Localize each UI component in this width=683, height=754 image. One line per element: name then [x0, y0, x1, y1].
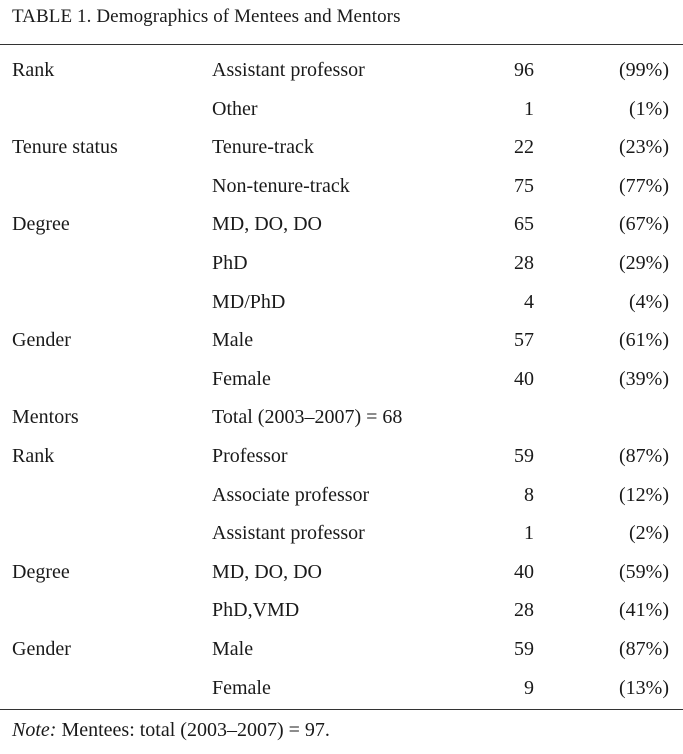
row-item: Total (2003–2007) = 68 — [212, 406, 403, 429]
table-row: PhD,VMD 28 (41%) — [0, 591, 683, 630]
row-percent: (13%) — [619, 676, 669, 699]
row-item: PhD,VMD — [212, 599, 300, 622]
row-category: Mentors — [12, 406, 79, 429]
table-row: Gender Male 57 (61%) — [0, 321, 683, 360]
row-count: 1 — [524, 522, 534, 545]
row-category: Gender — [12, 329, 71, 352]
table-row: Female 40 (39%) — [0, 360, 683, 399]
table-row: Rank Professor 59 (87%) — [0, 437, 683, 476]
row-item: Assistant professor — [212, 522, 365, 545]
row-percent: (39%) — [619, 367, 669, 390]
table-top-rule — [0, 44, 683, 45]
row-count: 22 — [514, 136, 534, 159]
row-item: MD/PhD — [212, 290, 286, 313]
table-row: Other 1 (1%) — [0, 90, 683, 129]
row-item: Associate professor — [212, 483, 370, 506]
table-row: Rank Assistant professor 96 (99%) — [0, 51, 683, 90]
row-count: 59 — [514, 444, 534, 467]
row-percent: (1%) — [629, 97, 669, 120]
row-count: 9 — [524, 676, 534, 699]
table-row: Gender Male 59 (87%) — [0, 630, 683, 669]
row-percent: (77%) — [619, 174, 669, 197]
row-percent: (29%) — [619, 251, 669, 274]
row-count: 59 — [514, 637, 534, 660]
row-item: Tenure-track — [212, 136, 314, 159]
row-count: 75 — [514, 174, 534, 197]
table-row: Mentors Total (2003–2007) = 68 — [0, 398, 683, 437]
row-item: Female — [212, 367, 271, 390]
row-percent: (87%) — [619, 637, 669, 660]
table-row: Degree MD, DO, DO 65 (67%) — [0, 205, 683, 244]
row-category: Rank — [12, 59, 55, 81]
row-percent: (67%) — [619, 213, 669, 236]
row-category: Rank — [12, 444, 55, 467]
row-item: Male — [212, 637, 254, 660]
table-row: Degree MD, DO, DO 40 (59%) — [0, 553, 683, 592]
row-category: Degree — [12, 213, 70, 236]
row-item: MD, DO, DO — [212, 560, 322, 583]
note-text: Mentees: total (2003–2007) = 97. — [56, 719, 330, 741]
row-item: Non-tenure-track — [212, 174, 350, 197]
row-item: PhD — [212, 251, 248, 274]
row-percent: (59%) — [619, 560, 669, 583]
row-count: 28 — [514, 251, 534, 274]
row-percent: (99%) — [619, 59, 669, 81]
row-category: Gender — [12, 637, 71, 660]
row-count: 28 — [514, 599, 534, 622]
row-category: Tenure status — [12, 136, 118, 159]
row-count: 65 — [514, 213, 534, 236]
row-category: Degree — [12, 560, 70, 583]
table-note: Note: Mentees: total (2003–2007) = 97. — [12, 719, 330, 742]
note-label: Note: — [12, 719, 57, 741]
row-percent: (23%) — [619, 136, 669, 159]
table-body: Rank Assistant professor 96 (99%) Other … — [0, 51, 683, 707]
row-percent: (41%) — [619, 599, 669, 622]
table-row: MD/PhD 4 (4%) — [0, 283, 683, 322]
row-percent: (87%) — [619, 444, 669, 467]
row-count: 40 — [514, 367, 534, 390]
row-count: 57 — [514, 329, 534, 352]
table-caption: TABLE 1. Demographics of Mentees and Men… — [12, 6, 401, 27]
table-row: Tenure status Tenure-track 22 (23%) — [0, 128, 683, 167]
row-count: 4 — [524, 290, 534, 313]
row-count: 1 — [524, 97, 534, 120]
table-bottom-rule — [0, 709, 683, 710]
table-row: Non-tenure-track 75 (77%) — [0, 167, 683, 206]
table-row: PhD 28 (29%) — [0, 244, 683, 283]
row-percent: (4%) — [629, 290, 669, 313]
row-percent: (61%) — [619, 329, 669, 352]
row-count: 40 — [514, 560, 534, 583]
row-item: Professor — [212, 444, 288, 467]
table-row: Female 9 (13%) — [0, 669, 683, 708]
row-item: Other — [212, 97, 258, 120]
row-percent: (2%) — [629, 522, 669, 545]
table-row: Associate professor 8 (12%) — [0, 476, 683, 515]
row-count: 8 — [524, 483, 534, 506]
row-item: Assistant professor — [212, 59, 365, 81]
row-percent: (12%) — [619, 483, 669, 506]
row-item: Male — [212, 329, 254, 352]
row-item: Female — [212, 676, 271, 699]
row-count: 96 — [514, 59, 534, 81]
table-row: Assistant professor 1 (2%) — [0, 514, 683, 553]
row-item: MD, DO, DO — [212, 213, 322, 236]
